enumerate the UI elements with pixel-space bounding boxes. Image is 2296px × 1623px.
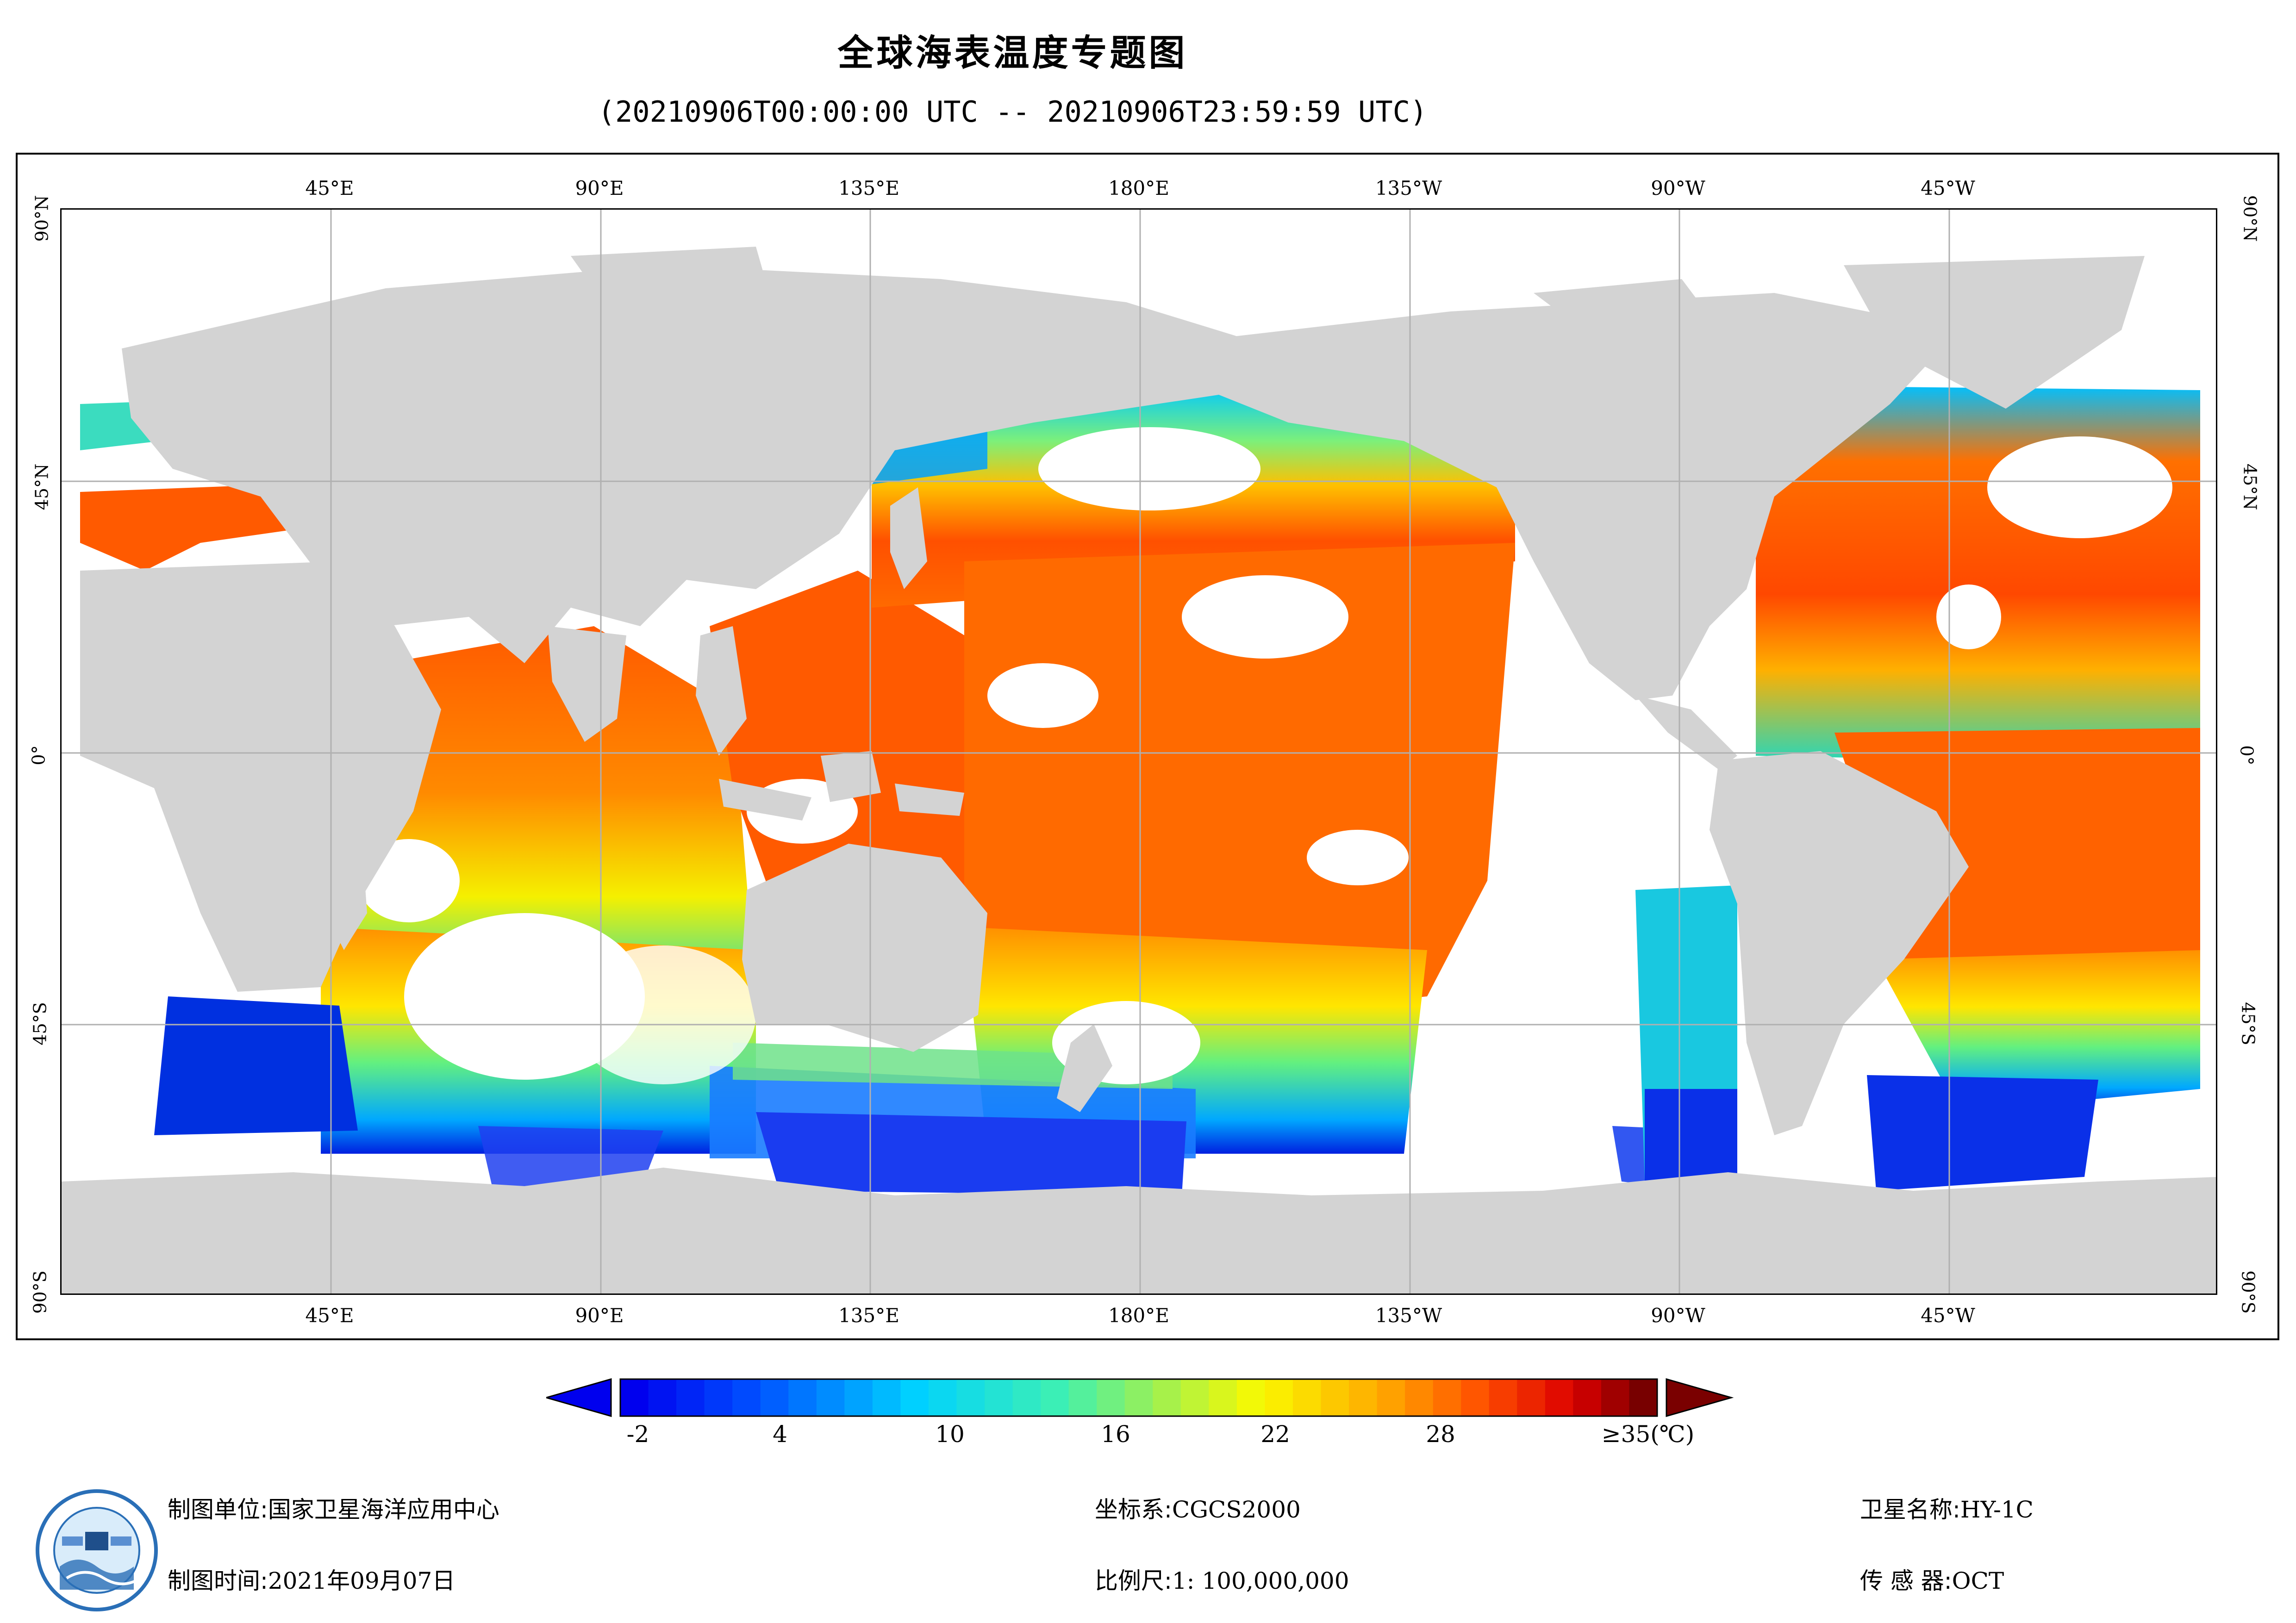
lon-label-bottom: 90°E	[575, 1304, 624, 1327]
colorbar-cell	[1265, 1379, 1293, 1416]
lon-label-bottom: 180°E	[1108, 1304, 1169, 1327]
colorbar-cell	[985, 1379, 1013, 1416]
colorbar-cell	[1573, 1379, 1602, 1416]
colorbar-cell	[1349, 1379, 1378, 1416]
map-title: 全球海表温度专题图	[837, 32, 1188, 74]
scale-info: 比例尺:1: 100,000,000	[1095, 1562, 1349, 1596]
lat-label-right: 90°N	[2240, 195, 2260, 242]
colorbar-cell	[1236, 1379, 1265, 1416]
lat-label-right: 45°N	[2240, 463, 2260, 510]
colorbar-cell	[1153, 1379, 1181, 1416]
lat-label-left: 45°S	[30, 1002, 50, 1045]
colorbar-cell	[1068, 1379, 1097, 1416]
crs-info: 坐标系:CGCS2000	[1095, 1491, 1301, 1524]
colorbar-cell	[1321, 1379, 1349, 1416]
colorbar-cell	[704, 1379, 733, 1416]
org-label: 制图单位:	[168, 1496, 268, 1523]
colorbar-tick-label: 4	[773, 1421, 787, 1448]
colorbar-cell	[1209, 1379, 1237, 1416]
satellite-value: HY-1C	[1960, 1496, 2034, 1523]
colorbar-cell	[1041, 1379, 1069, 1416]
sensor-info: 传 感 器:OCT	[1860, 1562, 2004, 1596]
sensor-label: 传 感 器:	[1860, 1567, 1952, 1594]
sst-map	[60, 208, 2217, 1295]
colorbar-cell	[900, 1379, 929, 1416]
lat-label-right: 45°S	[2238, 1002, 2259, 1045]
lon-label-bottom: 135°E	[838, 1304, 899, 1327]
lat-label-left: 0°	[28, 745, 49, 765]
colorbar-cell	[1180, 1379, 1209, 1416]
crs-value: CGCS2000	[1172, 1496, 1301, 1523]
colorbar-cell	[1405, 1379, 1434, 1416]
colorbar-cell	[956, 1379, 985, 1416]
org-info: 制图单位:国家卫星海洋应用中心	[168, 1491, 499, 1524]
colorbar-cell	[1292, 1379, 1322, 1416]
colorbar-cell	[760, 1379, 789, 1416]
colorbar-over-arrow	[1666, 1378, 1734, 1417]
colorbar-cell	[788, 1379, 817, 1416]
colorbar-under-arrow	[546, 1378, 612, 1417]
lon-label-top: 45°W	[1921, 177, 1975, 199]
lat-label-left: 90°S	[30, 1270, 50, 1314]
colorbar-cell	[620, 1379, 649, 1416]
lat-label-right: 0°	[2236, 745, 2257, 765]
colorbar-cell	[732, 1379, 761, 1416]
lon-label-bottom: 45°E	[305, 1304, 354, 1327]
colorbar-tick-label: 16	[1101, 1421, 1130, 1448]
colorbar-cell	[1545, 1379, 1573, 1416]
lon-label-bottom: 45°W	[1921, 1304, 1975, 1327]
date-info: 制图时间:2021年09月07日	[168, 1562, 455, 1596]
nsoas-logo-icon	[36, 1489, 158, 1611]
sst-map-canvas	[62, 210, 2216, 1293]
lon-label-bottom: 135°W	[1375, 1304, 1442, 1327]
sensor-value: OCT	[1952, 1567, 2004, 1594]
satellite-label: 卫星名称:	[1860, 1496, 1960, 1523]
lat-label-right: 90°S	[2238, 1270, 2259, 1314]
colorbar-cell	[1377, 1379, 1405, 1416]
date-label: 制图时间:	[168, 1567, 268, 1594]
colorbar	[546, 1378, 1734, 1417]
time-range: (20210906T00:00:00 UTC -- 20210906T23:59…	[598, 95, 1428, 129]
graticule	[62, 210, 2216, 1293]
colorbar-tick-label: 28	[1426, 1421, 1455, 1448]
colorbar-cell	[1012, 1379, 1041, 1416]
colorbar-tick-label: 10	[935, 1421, 965, 1448]
colorbar-cell	[1461, 1379, 1490, 1416]
scale-label: 比例尺:	[1095, 1567, 1172, 1594]
lon-label-top: 45°E	[305, 177, 354, 199]
colorbar-cell	[1433, 1379, 1461, 1416]
lon-label-top: 90°E	[575, 177, 624, 199]
date-value: 2021年09月07日	[268, 1567, 455, 1594]
colorbar-cell	[648, 1379, 677, 1416]
org-value: 国家卫星海洋应用中心	[268, 1496, 499, 1523]
map-frame	[16, 153, 2279, 1340]
colorbar-cell	[676, 1379, 705, 1416]
colorbar-cell	[1097, 1379, 1125, 1416]
lon-label-top: 90°W	[1651, 177, 1705, 199]
colorbar-tick-label: 22	[1260, 1421, 1290, 1448]
lat-label-left: 90°N	[31, 195, 52, 242]
colorbar-cell	[816, 1379, 845, 1416]
colorbar-cell	[1601, 1379, 1629, 1416]
lon-label-top: 135°W	[1375, 177, 1442, 199]
colorbar-tick-label: -2	[626, 1421, 649, 1448]
satellite-info: 卫星名称:HY-1C	[1860, 1491, 2034, 1524]
lon-label-top: 135°E	[838, 177, 899, 199]
lat-label-left: 45°N	[31, 463, 52, 510]
colorbar-cell	[1517, 1379, 1546, 1416]
colorbar-cell	[1629, 1379, 1658, 1416]
colorbar-tick-label: ≥35(℃)	[1601, 1421, 1695, 1448]
colorbar-outline	[619, 1378, 1658, 1417]
colorbar-cell	[928, 1379, 957, 1416]
colorbar-cells	[620, 1379, 1658, 1416]
colorbar-cell	[1489, 1379, 1517, 1416]
crs-label: 坐标系:	[1095, 1496, 1172, 1523]
scale-value: 1: 100,000,000	[1172, 1567, 1349, 1594]
colorbar-cell	[872, 1379, 901, 1416]
colorbar-cell	[1124, 1379, 1153, 1416]
lon-label-bottom: 90°W	[1651, 1304, 1705, 1327]
colorbar-cell	[844, 1379, 873, 1416]
lon-label-top: 180°E	[1108, 177, 1169, 199]
